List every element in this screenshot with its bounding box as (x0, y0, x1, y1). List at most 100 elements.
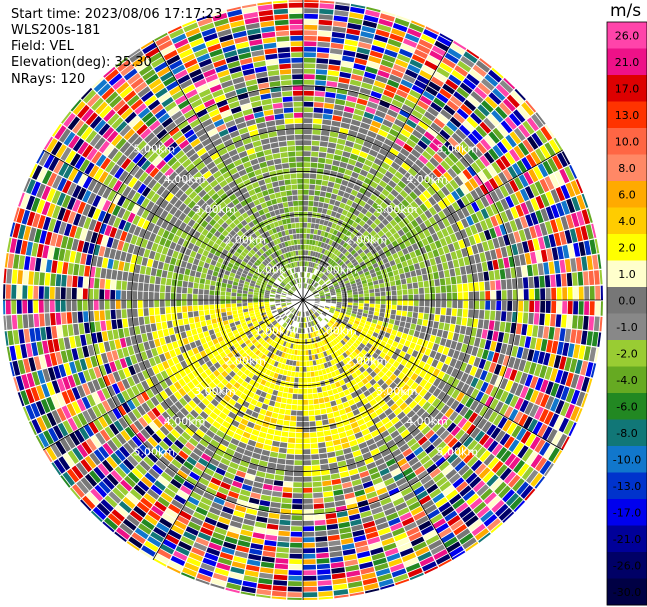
velocity-gate (320, 242, 325, 248)
velocity-gate (555, 274, 562, 287)
velocity-gate (181, 431, 191, 441)
velocity-gate (242, 293, 248, 297)
velocity-gate (475, 222, 483, 233)
velocity-gate (272, 181, 279, 188)
velocity-gate (129, 488, 143, 501)
velocity-gate (209, 390, 218, 398)
velocity-gate (164, 255, 172, 264)
velocity-gate (584, 286, 590, 300)
velocity-gate (253, 111, 264, 119)
velocity-gate (313, 398, 319, 405)
velocity-gate (112, 407, 122, 420)
velocity-gate (203, 156, 213, 166)
velocity-gate (315, 179, 322, 185)
velocity-gate (233, 382, 241, 389)
velocity-gate (233, 233, 241, 241)
velocity-gate (363, 140, 373, 149)
velocity-gate (280, 191, 287, 197)
velocity-gate (272, 284, 278, 289)
velocity-gate (169, 394, 178, 404)
velocity-gate (196, 161, 206, 171)
velocity-gate (249, 336, 255, 342)
velocity-gate (175, 135, 186, 145)
velocity-gate (248, 291, 254, 295)
velocity-gate (358, 127, 369, 135)
velocity-gate (276, 290, 282, 293)
velocity-gate (323, 430, 332, 436)
velocity-gate (408, 167, 418, 177)
velocity-gate (262, 226, 268, 233)
velocity-gate (285, 124, 294, 130)
velocity-gate (303, 162, 311, 168)
velocity-gate (340, 263, 346, 269)
velocity-gate (290, 288, 295, 292)
velocity-gate (219, 552, 234, 561)
velocity-gate (161, 270, 168, 278)
velocity-gate (451, 164, 462, 175)
velocity-gate (293, 332, 296, 338)
velocity-gate (333, 236, 339, 242)
velocity-gate (279, 185, 286, 192)
velocity-gate (205, 257, 212, 264)
velocity-gate (510, 206, 519, 219)
velocity-gate (442, 83, 456, 95)
velocity-gate (296, 173, 303, 179)
velocity-gate (268, 263, 273, 268)
velocity-gate (80, 477, 93, 491)
velocity-gate (306, 228, 311, 234)
velocity-gate (201, 137, 212, 147)
velocity-gate (396, 114, 408, 123)
velocity-gate (299, 366, 303, 372)
velocity-gate (232, 329, 239, 335)
velocity-gate (232, 265, 239, 271)
velocity-gate (484, 96, 498, 109)
velocity-gate (305, 244, 309, 250)
velocity-gate (147, 436, 158, 448)
velocity-gate (311, 287, 315, 292)
velocity-gate (249, 176, 258, 184)
velocity-gate (407, 181, 416, 191)
velocity-gate (525, 100, 537, 113)
velocity-gate (168, 171, 178, 181)
velocity-gate (350, 280, 356, 285)
velocity-gate (321, 414, 328, 420)
velocity-gate (201, 27, 216, 37)
velocity-gate (34, 257, 42, 272)
velocity-gate (217, 218, 225, 226)
velocity-gate (559, 231, 567, 245)
velocity-gate (229, 520, 242, 529)
velocity-gate (387, 79, 400, 89)
velocity-gate (277, 541, 290, 548)
velocity-gate (155, 144, 167, 155)
velocity-gate (66, 300, 72, 312)
velocity-gate (422, 274, 429, 281)
velocity-gate (289, 257, 293, 263)
velocity-gate (160, 71, 174, 82)
velocity-gate (158, 174, 168, 185)
velocity-gate (232, 111, 244, 120)
velocity-gate (320, 185, 328, 192)
velocity-gate (455, 128, 467, 140)
velocity-gate (36, 183, 46, 198)
velocity-gate (375, 568, 391, 577)
velocity-gate (148, 468, 160, 480)
velocity-gate (361, 182, 370, 190)
velocity-gate (506, 279, 512, 290)
velocity-gate (317, 36, 331, 42)
velocity-gate (160, 492, 173, 503)
velocity-gate (29, 163, 38, 178)
velocity-gate (421, 267, 427, 275)
velocity-gate (35, 435, 45, 449)
velocity-gate (171, 90, 185, 101)
velocity-gate (428, 206, 437, 216)
velocity-gate (313, 195, 320, 202)
velocity-gate (208, 108, 220, 118)
velocity-gate (373, 233, 381, 241)
velocity-gate (241, 241, 248, 248)
velocity-gate (277, 332, 282, 337)
velocity-gate (67, 263, 74, 275)
velocity-gate (62, 324, 69, 337)
velocity-gate (274, 563, 288, 570)
velocity-gate (209, 285, 216, 291)
velocity-gate (280, 346, 285, 352)
